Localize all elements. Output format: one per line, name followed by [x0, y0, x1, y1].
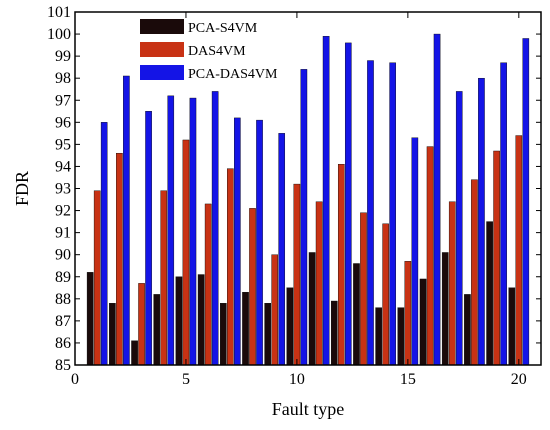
bar-pca-das4vm-11 — [322, 36, 330, 366]
bar-pca-s4vm-14 — [375, 307, 382, 366]
x-axis-title: Fault type — [272, 399, 345, 419]
bar-pca-das4vm-6 — [211, 91, 219, 366]
bar-pca-s4vm-1 — [86, 272, 94, 366]
y-tick-label: 90 — [55, 247, 71, 264]
bar-pca-das4vm-13 — [367, 60, 374, 366]
bar-pca-s4vm-10 — [286, 287, 294, 366]
bar-pca-s4vm-9 — [264, 303, 272, 366]
bar-pca-s4vm-18 — [464, 294, 471, 366]
bar-pca-s4vm-17 — [441, 252, 449, 366]
y-tick-label: 98 — [55, 70, 71, 87]
legend-swatch-das4vm — [140, 42, 184, 57]
bar-pca-s4vm-19 — [486, 221, 493, 366]
bar-pca-das4vm-15 — [411, 137, 419, 366]
bar-pca-das4vm-7 — [234, 117, 241, 366]
y-axis-title: FDR — [12, 171, 32, 206]
bar-pca-s4vm-4 — [153, 294, 161, 366]
y-tick-label: 100 — [47, 26, 71, 43]
legend-label-pca-das4vm: PCA-DAS4VM — [188, 67, 278, 82]
y-tick-label: 96 — [55, 114, 71, 131]
y-tick-label: 92 — [55, 203, 71, 220]
y-tick-label: 85 — [55, 357, 71, 374]
y-tick-label: 95 — [55, 136, 71, 153]
bar-pca-das4vm-3 — [145, 111, 152, 366]
bar-pca-das4vm-8 — [256, 119, 263, 366]
bar-pca-das4vm-2 — [123, 75, 130, 366]
y-tick-label: 89 — [55, 269, 71, 286]
y-tick-label: 93 — [55, 181, 71, 198]
x-tick-label: 5 — [182, 371, 190, 388]
y-tick-label: 101 — [47, 4, 71, 21]
y-tick-label: 91 — [55, 225, 71, 242]
bar-das4vm-9 — [271, 254, 279, 366]
bar-pca-das4vm-1 — [100, 122, 108, 366]
bar-pca-s4vm-16 — [419, 278, 427, 366]
bar-das4vm-11 — [315, 201, 323, 366]
bar-das4vm-1 — [93, 190, 101, 366]
bar-pca-s4vm-6 — [197, 274, 205, 366]
bar-pca-das4vm-19 — [500, 62, 507, 366]
x-tick-label: 20 — [511, 371, 527, 388]
bar-das4vm-5 — [182, 139, 190, 366]
bar-das4vm-20 — [515, 135, 523, 366]
bar-das4vm-19 — [493, 150, 500, 366]
legend-swatch-pca-das4vm — [140, 65, 184, 80]
bar-pca-s4vm-2 — [109, 303, 116, 366]
bar-das4vm-16 — [426, 146, 434, 366]
bar-pca-das4vm-10 — [300, 69, 308, 366]
bar-das4vm-15 — [404, 261, 412, 366]
bar-pca-s4vm-11 — [308, 252, 316, 366]
legend-swatch-pca-s4vm — [140, 19, 184, 34]
bar-pca-s4vm-3 — [131, 340, 138, 366]
y-tick-label: 86 — [55, 335, 71, 352]
legend-label-das4vm: DAS4VM — [188, 44, 246, 59]
bar-das4vm-4 — [160, 190, 168, 366]
bar-das4vm-10 — [293, 183, 301, 366]
bars-group — [86, 33, 530, 366]
bar-pca-s4vm-20 — [508, 287, 516, 366]
bar-pca-das4vm-14 — [389, 62, 396, 366]
bar-das4vm-3 — [138, 283, 145, 366]
bar-das4vm-6 — [204, 203, 212, 366]
bar-das4vm-8 — [249, 208, 256, 366]
bar-pca-s4vm-8 — [242, 291, 249, 366]
ticks-group: 85 86 87 88 89 90 91 92 93 94 95 96 97 98 99 100 101 0 5 10… — [47, 4, 541, 388]
x-tick-label: 10 — [289, 371, 305, 388]
y-tick-label: 88 — [55, 291, 71, 308]
bar-pca-das4vm-12 — [344, 42, 352, 366]
legend: PCA-S4VM DAS4VM PCA-DAS4VM — [140, 19, 278, 82]
bar-pca-s4vm-5 — [175, 276, 183, 366]
bar-pca-das4vm-20 — [522, 38, 530, 366]
x-tick-label: 15 — [400, 371, 416, 388]
bar-das4vm-2 — [116, 152, 123, 366]
bar-das4vm-17 — [448, 201, 456, 366]
y-tick-label: 87 — [55, 313, 71, 330]
plot-frame — [74, 11, 542, 366]
bar-das4vm-12 — [337, 164, 345, 366]
bar-pca-s4vm-13 — [353, 263, 360, 366]
bar-das4vm-13 — [360, 212, 367, 366]
bar-pca-s4vm-12 — [330, 300, 338, 366]
bar-pca-s4vm-15 — [397, 307, 405, 366]
bar-pca-das4vm-5 — [189, 97, 197, 366]
legend-label-pca-s4vm: PCA-S4VM — [188, 21, 258, 36]
y-tick-label: 97 — [55, 92, 71, 109]
bar-pca-das4vm-18 — [478, 77, 485, 366]
bar-pca-das4vm-9 — [278, 133, 286, 366]
y-tick-label: 94 — [55, 158, 71, 175]
bar-das4vm-14 — [382, 223, 389, 366]
bar-pca-das4vm-4 — [167, 95, 175, 366]
x-tick-label: 0 — [71, 371, 79, 388]
bar-pca-das4vm-17 — [455, 91, 463, 366]
bar-das4vm-7 — [227, 168, 234, 366]
y-tick-label: 99 — [55, 48, 71, 65]
bar-pca-s4vm-7 — [220, 303, 227, 366]
bar-das4vm-18 — [471, 179, 478, 366]
bar-pca-das4vm-16 — [433, 33, 441, 366]
